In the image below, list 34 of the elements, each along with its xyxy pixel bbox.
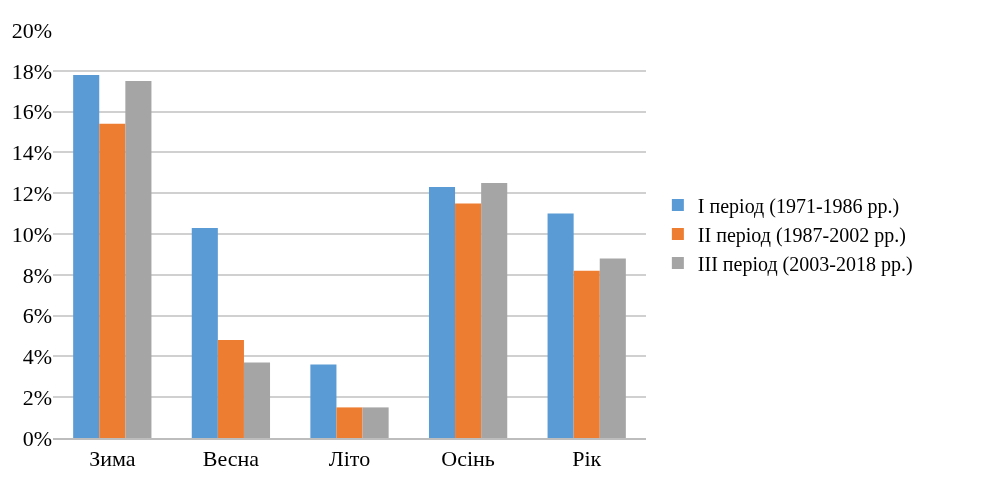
bar <box>573 270 600 438</box>
bar <box>125 81 152 438</box>
bar <box>481 183 508 438</box>
bar <box>362 407 389 438</box>
legend-label: I період (1971-1986 рр.) <box>697 194 900 218</box>
legend-label: III період (2003-2018 рр.) <box>697 252 913 276</box>
bar <box>547 213 574 438</box>
bar <box>336 407 363 438</box>
y-tick-label: 4% <box>22 344 52 370</box>
x-tick-label: Літо <box>328 446 371 472</box>
bar <box>191 227 218 438</box>
y-tick-label: 10% <box>11 221 52 247</box>
y-tick-label: 0% <box>22 425 52 451</box>
bar <box>99 123 126 438</box>
y-tick-label: 6% <box>22 303 52 329</box>
y-tick-label: 20% <box>11 17 52 43</box>
y-tick-label: 14% <box>11 140 52 166</box>
y-tick-label: 8% <box>22 262 52 288</box>
x-tick-label: Весна <box>202 446 260 472</box>
y-tick-label: 2% <box>22 384 52 410</box>
bar <box>455 203 482 438</box>
x-tick-label: Осінь <box>441 446 495 472</box>
bar <box>73 74 100 438</box>
bar <box>599 258 626 438</box>
y-tick-label: 18% <box>11 58 52 84</box>
x-tick-label: Зима <box>89 446 136 472</box>
legend-label: II період (1987-2002 рр.) <box>697 223 906 247</box>
y-tick-label: 12% <box>11 180 52 206</box>
y-tick-label: 16% <box>11 99 52 125</box>
bar <box>243 362 271 438</box>
bar <box>428 187 456 438</box>
x-tick-label: Рік <box>572 446 602 472</box>
bar <box>310 364 337 438</box>
bar <box>217 340 244 438</box>
